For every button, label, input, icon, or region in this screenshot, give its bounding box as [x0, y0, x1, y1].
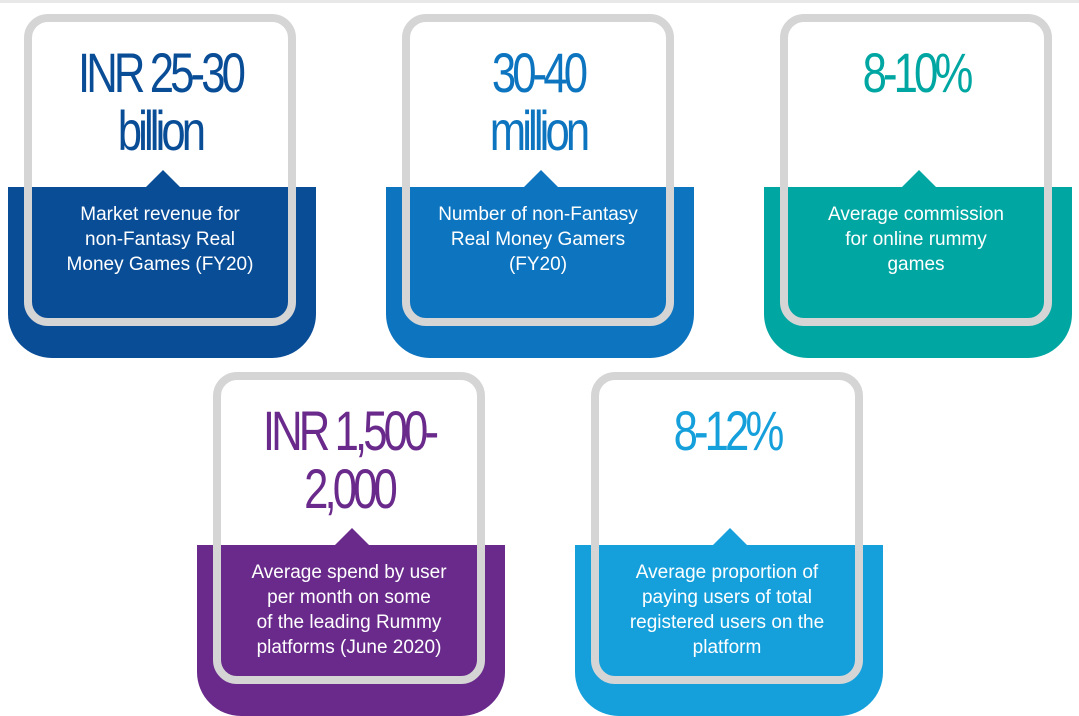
- card-frame: [780, 14, 1052, 326]
- card-notch: [901, 170, 937, 188]
- card-base: [764, 187, 1072, 358]
- card-notch: [523, 170, 559, 188]
- stat-card-commission: 8-10% Average commission for online rumm…: [764, 14, 1072, 358]
- card-notch: [334, 528, 370, 546]
- card-frame: [24, 14, 296, 326]
- card-frame: [591, 372, 863, 684]
- stat-description: Number of non-Fantasy Real Money Gamers …: [438, 204, 638, 275]
- stat-value: INR 25-30 billion: [78, 41, 246, 162]
- card-base: [575, 545, 883, 716]
- stat-description: Average commission for online rummy game…: [827, 204, 1004, 275]
- stat-card-gamers: 30-40 million Number of non-Fantasy Real…: [386, 14, 694, 358]
- stat-value: 8-10%: [862, 41, 974, 104]
- stat-value: 30-40 million: [489, 41, 590, 162]
- card-frame: [213, 372, 485, 684]
- stat-description: Average spend by user per month on some …: [251, 562, 447, 658]
- stat-description: Average proportion of paying users of to…: [629, 562, 825, 658]
- card-notch: [145, 170, 181, 188]
- top-divider: [0, 0, 1079, 3]
- stat-value: INR 1,500- 2,000: [262, 399, 439, 520]
- card-notch: [712, 528, 748, 546]
- card-base: [8, 187, 316, 358]
- stat-card-market-revenue: INR 25-30 billion Market revenue for non…: [8, 14, 316, 358]
- card-base: [197, 545, 505, 716]
- card-base: [386, 187, 694, 358]
- stat-value: 8-12%: [673, 399, 785, 462]
- stat-description: Market revenue for non-Fantasy Real Mone…: [66, 204, 254, 275]
- stat-card-paying-users: 8-12% Average proportion of paying users…: [575, 372, 883, 716]
- stat-card-average-spend: INR 1,500- 2,000 Average spend by user p…: [197, 372, 505, 716]
- card-frame: [402, 14, 674, 326]
